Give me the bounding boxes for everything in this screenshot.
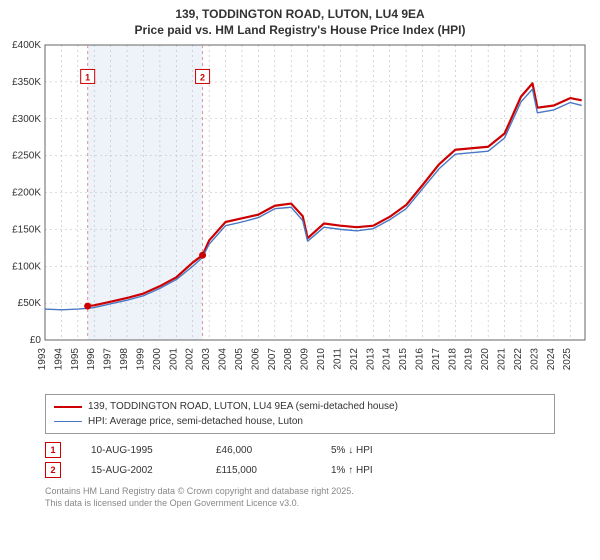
- legend-swatch: [54, 406, 82, 408]
- title-line-2: Price paid vs. HM Land Registry's House …: [0, 22, 600, 38]
- svg-text:£400K: £400K: [12, 40, 41, 51]
- svg-text:2019: 2019: [464, 348, 475, 371]
- sale-events-table: 1 10-AUG-1995 £46,000 5% ↓ HPI 2 15-AUG-2002 £…: [45, 440, 555, 480]
- sale-delta: 5% ↓ HPI: [331, 445, 411, 456]
- svg-text:2010: 2010: [316, 348, 327, 371]
- svg-text:2013: 2013: [365, 348, 376, 371]
- svg-text:1993: 1993: [37, 348, 48, 371]
- svg-text:2008: 2008: [283, 348, 294, 371]
- svg-text:2007: 2007: [267, 348, 278, 371]
- svg-text:£350K: £350K: [12, 77, 41, 88]
- svg-text:2022: 2022: [513, 348, 524, 371]
- footer-line-1: Contains HM Land Registry data © Crown c…: [45, 486, 555, 498]
- footer-line-2: This data is licensed under the Open Gov…: [45, 498, 555, 510]
- sale-delta: 1% ↑ HPI: [331, 465, 411, 476]
- svg-text:2024: 2024: [546, 348, 557, 371]
- svg-text:2002: 2002: [185, 348, 196, 371]
- svg-text:2004: 2004: [218, 348, 229, 371]
- svg-text:2000: 2000: [152, 348, 163, 371]
- chart-area: £0 £50K £100K £150K £200K £250K £300K £350K £400…: [0, 40, 600, 390]
- svg-text:2: 2: [200, 73, 205, 83]
- attribution-footer: Contains HM Land Registry data © Crown c…: [45, 486, 555, 509]
- svg-text:£150K: £150K: [12, 225, 41, 236]
- sale-row: 2 15-AUG-2002 £115,000 1% ↑ HPI: [45, 460, 555, 480]
- svg-text:£50K: £50K: [18, 299, 42, 310]
- sale-price: £46,000: [216, 445, 301, 456]
- svg-text:2015: 2015: [398, 348, 409, 371]
- legend-label: HPI: Average price, semi-detached house,…: [88, 414, 303, 429]
- chart-title: 139, TODDINGTON ROAD, LUTON, LU4 9EA Pri…: [0, 0, 600, 40]
- svg-text:1997: 1997: [103, 348, 114, 371]
- legend-item: HPI: Average price, semi-detached house,…: [54, 414, 546, 429]
- svg-text:£200K: £200K: [12, 188, 41, 199]
- svg-text:1: 1: [85, 73, 90, 83]
- sale-marker-badge: 1: [45, 442, 61, 458]
- svg-text:1998: 1998: [119, 348, 130, 371]
- svg-text:2003: 2003: [201, 348, 212, 371]
- svg-text:2025: 2025: [562, 348, 573, 371]
- svg-text:1996: 1996: [86, 348, 97, 371]
- svg-text:2023: 2023: [529, 348, 540, 371]
- svg-text:2005: 2005: [234, 348, 245, 371]
- svg-text:2020: 2020: [480, 348, 491, 371]
- svg-text:2014: 2014: [382, 348, 393, 371]
- legend-item: 139, TODDINGTON ROAD, LUTON, LU4 9EA (se…: [54, 399, 546, 414]
- svg-text:2006: 2006: [250, 348, 261, 371]
- svg-text:£300K: £300K: [12, 114, 41, 125]
- sale-marker-badge: 2: [45, 462, 61, 478]
- svg-text:2018: 2018: [447, 348, 458, 371]
- title-line-1: 139, TODDINGTON ROAD, LUTON, LU4 9EA: [0, 6, 600, 22]
- legend: 139, TODDINGTON ROAD, LUTON, LU4 9EA (se…: [45, 394, 555, 434]
- svg-text:2011: 2011: [332, 348, 343, 370]
- svg-text:1999: 1999: [135, 348, 146, 371]
- svg-text:£0: £0: [30, 335, 42, 346]
- svg-text:2021: 2021: [497, 348, 508, 371]
- svg-text:2009: 2009: [300, 348, 311, 371]
- svg-text:1995: 1995: [70, 348, 81, 371]
- svg-text:2016: 2016: [415, 348, 426, 371]
- sale-row: 1 10-AUG-1995 £46,000 5% ↓ HPI: [45, 440, 555, 460]
- svg-text:£100K: £100K: [12, 262, 41, 273]
- svg-text:£250K: £250K: [12, 151, 41, 162]
- svg-text:2017: 2017: [431, 348, 442, 371]
- svg-text:1994: 1994: [53, 348, 64, 371]
- svg-text:2012: 2012: [349, 348, 360, 371]
- legend-swatch: [54, 421, 82, 422]
- line-chart-svg: £0 £50K £100K £150K £200K £250K £300K £350K £400…: [0, 40, 600, 385]
- sale-date: 15-AUG-2002: [91, 465, 186, 476]
- svg-text:2001: 2001: [168, 348, 179, 371]
- legend-label: 139, TODDINGTON ROAD, LUTON, LU4 9EA (se…: [88, 399, 398, 414]
- sale-date: 10-AUG-1995: [91, 445, 186, 456]
- sale-price: £115,000: [216, 465, 301, 476]
